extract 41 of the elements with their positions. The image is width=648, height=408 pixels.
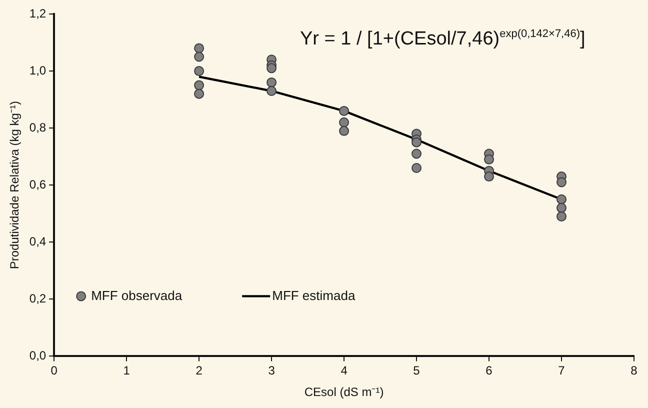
y-tick-label: 1,2: [29, 6, 46, 20]
point: [266, 77, 277, 88]
point: [556, 211, 567, 222]
x-tick-label: 8: [630, 364, 638, 378]
x-tick-label: 7: [558, 364, 566, 378]
x-tick-label: 6: [486, 364, 493, 378]
point: [266, 86, 277, 96]
point: [412, 162, 422, 173]
annotation: Yr = 1 / [1+(CEsol/7,46)$^{exp(0,142×7,46)}$]: [300, 28, 586, 50]
point: [194, 52, 204, 62]
y-tick-label: 0,0: [29, 348, 46, 363]
x-axis-title: CEsol (dS m⁻¹): [304, 385, 384, 400]
point: [339, 106, 350, 116]
y-tick-label: 0,2: [29, 291, 46, 306]
legend-label: MFF observada: [91, 288, 183, 303]
point: [339, 117, 350, 128]
point: [556, 177, 567, 188]
x-tick-label: 3: [268, 364, 276, 378]
point: [484, 154, 494, 164]
y-tick-label: 0,6: [29, 177, 46, 192]
x-tick-label: 0: [50, 364, 58, 378]
legend-label: MFF estimada: [272, 288, 356, 303]
point: [556, 194, 567, 204]
x-tick-label: 1: [123, 364, 130, 378]
y-tick-label: 1,0: [29, 63, 46, 78]
x-tick-label: 2: [196, 364, 203, 378]
point: [194, 80, 204, 90]
x-tick-label: 5: [413, 364, 420, 378]
y-tick-label: 0,8: [29, 120, 46, 134]
point: [339, 126, 350, 136]
point: [556, 202, 567, 213]
point: [194, 66, 204, 76]
point: [412, 148, 422, 159]
y-tick-label: 0,4: [29, 234, 46, 248]
y-axis-title: Produtividade Relativa (kg kg⁻¹): [8, 101, 22, 270]
point: [484, 172, 494, 182]
x-tick-label: 4: [340, 364, 348, 378]
point: [194, 43, 204, 54]
point: [194, 88, 204, 99]
point: [266, 63, 277, 74]
point: [412, 137, 422, 148]
